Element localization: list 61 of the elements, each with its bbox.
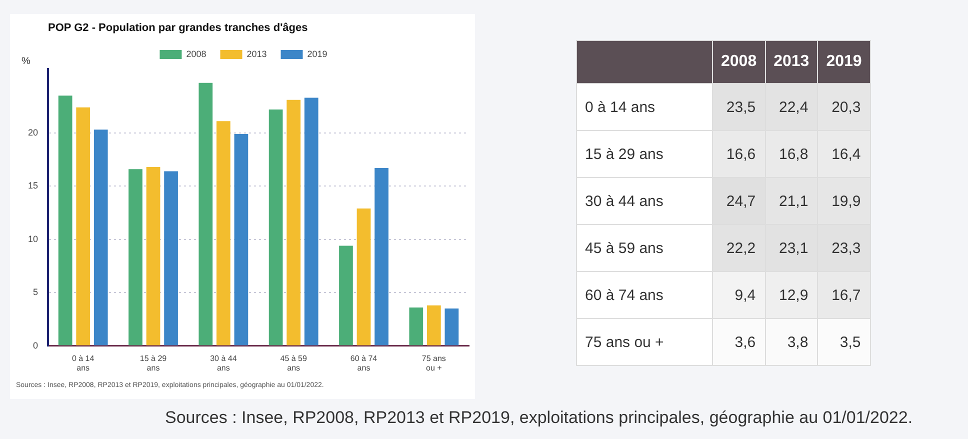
data-label: 23,1 [765, 224, 818, 272]
y-tick-label: 0 à 14 ans [576, 84, 712, 130]
chart-title: POP G2 - Population par grandes tranches d'âges [48, 22, 308, 34]
data-label: 3,8 [765, 318, 818, 366]
bar [286, 100, 301, 346]
data-label: 12,9 [765, 272, 818, 318]
data-label: 22,2 [712, 224, 766, 272]
y-tick-label: 10 [28, 234, 38, 244]
bar [94, 130, 108, 346]
x-tick-label: 0 à 14 ans [72, 354, 95, 372]
y-tick-label: 60 à 74 ans [576, 272, 712, 318]
x-tick-label: 2008 [712, 40, 766, 84]
bar [146, 166, 160, 346]
bar [268, 109, 283, 346]
y-tick-label: 15 [28, 180, 38, 191]
y-tick-label: 0 [32, 340, 38, 350]
bar [339, 246, 353, 346]
y-tick-label: 15 à 29 ans [576, 130, 712, 178]
bar [76, 107, 90, 346]
source-note: Sources : Insee, RP2008, RP2013 et RP2019, exploitations principales, géographie au 01/01/2022. [165, 408, 913, 428]
data-label: 23,5 [712, 84, 766, 130]
legend-label: 2019 [307, 48, 328, 59]
x-tick-label: 30 à 44 ans [210, 354, 238, 372]
bar [164, 171, 178, 346]
data-label: 16,7 [818, 272, 870, 318]
data-label: 16,8 [765, 130, 818, 178]
data-label: 20,3 [818, 84, 870, 130]
data-label: 3,5 [818, 318, 870, 366]
x-tick-label: 60 à 74 ans [350, 354, 378, 372]
legend-label: 2013 [246, 48, 267, 59]
data-label: 9,4 [712, 272, 766, 318]
data-label: 24,7 [712, 178, 766, 224]
data-label: 21,1 [765, 178, 818, 224]
bar [409, 307, 424, 346]
data-label: 23,3 [818, 224, 870, 272]
bar [216, 121, 230, 346]
data-label: 19,9 [818, 178, 870, 224]
bar [198, 82, 213, 346]
bar [234, 134, 248, 346]
x-tick-label: 15 à 29 ans [140, 354, 168, 372]
x-tick-label: 2019 [818, 40, 870, 84]
y-tick-label: 20 [28, 127, 38, 138]
data-label: 16,6 [712, 130, 766, 178]
x-tick-label: 45 à 59 ans [280, 354, 308, 372]
data-label: 3,6 [712, 318, 766, 366]
y-tick-label: 45 à 59 ans [576, 224, 712, 272]
bar [374, 168, 388, 346]
y-tick-label: 5 [32, 287, 38, 298]
bar [128, 169, 142, 346]
bar [444, 308, 459, 346]
bar [58, 96, 72, 346]
data-label: 16,4 [818, 130, 870, 178]
legend-label: 2008 [186, 48, 206, 59]
data-label: 22,4 [765, 84, 818, 130]
y-axis-title: % [22, 56, 31, 67]
bar [304, 98, 318, 346]
bar [426, 305, 441, 346]
x-tick-label: 75 ans ou + [422, 354, 446, 372]
bar [356, 208, 371, 346]
x-tick-label: 2013 [765, 40, 818, 84]
y-tick-label: 30 à 44 ans [576, 178, 712, 224]
